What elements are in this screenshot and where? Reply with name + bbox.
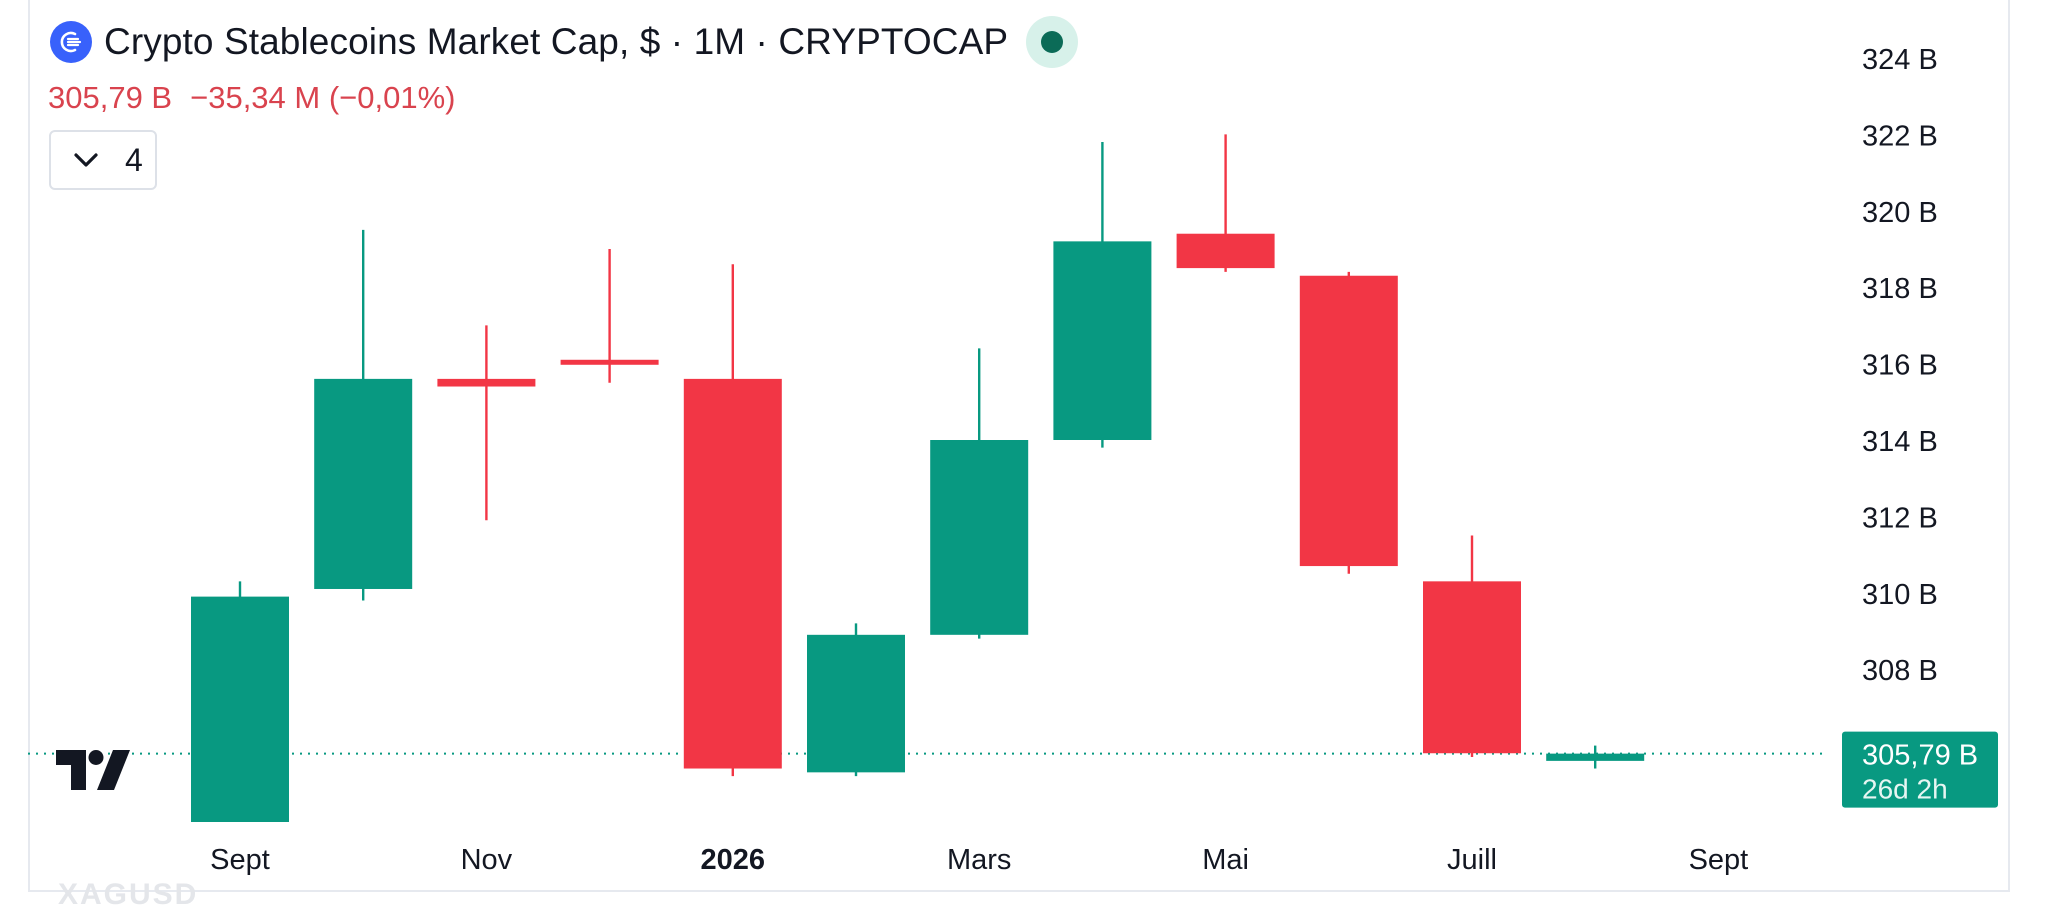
y-axis-tick-label: 308 B <box>1862 655 1938 687</box>
chart-frame <box>28 0 2010 892</box>
candle-body[interactable] <box>1423 581 1521 754</box>
chart-title[interactable]: Crypto Stablecoins Market Cap, $ · 1M · … <box>104 21 1009 62</box>
y-axis-tick-label: 322 B <box>1862 120 1938 152</box>
y-axis-tick-label: 318 B <box>1862 273 1938 305</box>
candle-body[interactable] <box>930 440 1029 635</box>
candle-countdown-label: 26d 2h <box>1862 774 1948 805</box>
y-axis-tick-label: 312 B <box>1862 502 1938 534</box>
y-axis-tick-label: 316 B <box>1862 350 1938 382</box>
last-price-label-box <box>1842 731 1998 808</box>
candle-body[interactable] <box>807 634 905 773</box>
x-axis-tick-label: Nov <box>461 844 513 876</box>
indicators-count: 4 <box>125 141 143 178</box>
candle-body[interactable] <box>560 359 659 365</box>
y-axis-tick-label: 324 B <box>1862 44 1938 76</box>
candle-body[interactable] <box>1176 233 1275 269</box>
price-change: −35,34 M (−0,01%) <box>190 80 456 115</box>
candle-body[interactable] <box>1546 753 1645 761</box>
x-axis-tick-label: Sept <box>1689 844 1749 876</box>
x-axis-tick-label: Mai <box>1202 844 1249 876</box>
stablecoin-glyph-icon <box>60 31 82 53</box>
candles-group <box>28 134 1828 822</box>
x-axis-tick-label: Sept <box>210 844 270 876</box>
candle-body[interactable] <box>1299 275 1398 567</box>
candle-body[interactable] <box>314 378 413 589</box>
y-axis-tick-label: 320 B <box>1862 197 1938 229</box>
tradingview-logo-icon[interactable] <box>56 750 130 790</box>
chart-header: Crypto Stablecoins Market Cap, $ · 1M · … <box>50 16 1079 68</box>
last-value: 305,79 B <box>48 80 173 115</box>
y-axis-tick-label: 314 B <box>1862 426 1938 458</box>
candle-body[interactable] <box>1053 241 1152 440</box>
stablecoin-logo-icon[interactable] <box>50 21 92 63</box>
indicators-toggle-button[interactable]: 4 <box>49 130 157 190</box>
market-open-dot-icon <box>1041 31 1064 53</box>
x-axis-tick-label: Mars <box>947 844 1011 876</box>
watermark: XAGUSD <box>58 878 199 911</box>
y-axis-tick-label: 310 B <box>1862 579 1938 611</box>
price-change-line: 305,79 B −35,34 M (−0,01%) <box>48 80 456 116</box>
candle-body[interactable] <box>683 378 782 769</box>
chevron-down-icon <box>74 153 98 167</box>
market-status-indicator[interactable] <box>1026 16 1079 68</box>
candle-body[interactable] <box>437 378 536 387</box>
x-axis-tick-label: 2026 <box>701 844 766 876</box>
candle-body[interactable] <box>191 596 289 822</box>
last-price-label: 305,79 B <box>1862 740 1978 772</box>
x-axis-tick-label: Juill <box>1447 844 1497 876</box>
